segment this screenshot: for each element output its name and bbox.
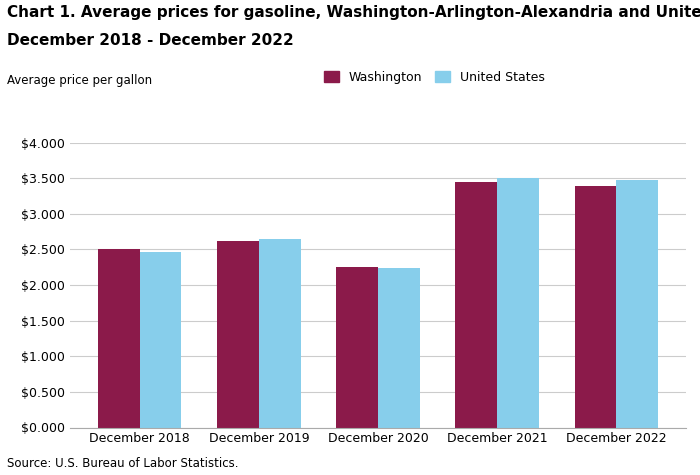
Bar <box>259 239 300 428</box>
Text: Average price per gallon: Average price per gallon <box>7 74 152 86</box>
Bar <box>140 252 181 428</box>
Bar <box>378 268 420 428</box>
Bar <box>336 267 378 428</box>
Bar <box>217 241 259 428</box>
Bar <box>616 180 658 428</box>
Text: Source: U.S. Bureau of Labor Statistics.: Source: U.S. Bureau of Labor Statistics. <box>7 457 239 470</box>
Text: December 2018 - December 2022: December 2018 - December 2022 <box>7 33 294 48</box>
Bar <box>575 186 616 428</box>
Bar <box>456 181 497 428</box>
Bar <box>497 178 539 428</box>
Legend: Washington, United States: Washington, United States <box>318 66 550 89</box>
Bar <box>98 249 140 428</box>
Text: Chart 1. Average prices for gasoline, Washington-Arlington-Alexandria and United: Chart 1. Average prices for gasoline, Wa… <box>7 5 700 20</box>
